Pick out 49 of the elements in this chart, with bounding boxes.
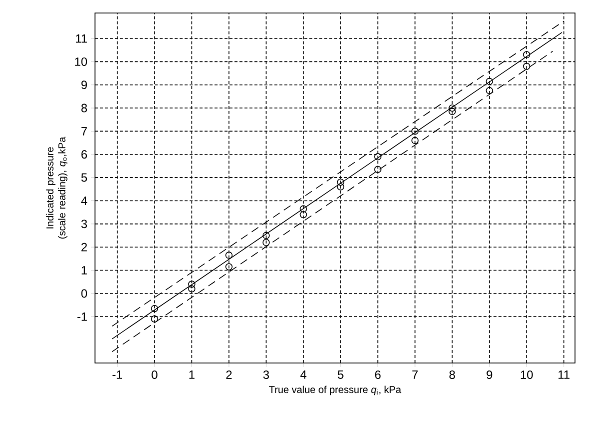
- x-tick-label: 8: [449, 370, 456, 379]
- point: [300, 205, 307, 212]
- x-tick-label: 2: [226, 370, 232, 379]
- point: [262, 238, 270, 246]
- point: [486, 78, 494, 85]
- point: [523, 51, 530, 58]
- point: [411, 136, 419, 144]
- point: [225, 252, 233, 259]
- x-tick-label: 7: [412, 370, 418, 379]
- point: [411, 128, 419, 135]
- x-tick-label: 10: [520, 370, 533, 379]
- y-tick-label: 5: [81, 173, 87, 182]
- x-axis-title: True value of pressure q$_{i}$, kPa: [269, 386, 402, 396]
- x-tick-label: 4: [300, 370, 306, 379]
- point: [336, 183, 344, 190]
- point: [448, 104, 456, 112]
- point: [225, 263, 233, 270]
- point: [486, 87, 494, 94]
- point: [336, 178, 344, 186]
- x-tick-label: 11: [558, 370, 570, 379]
- y-tick-label: 11: [76, 34, 87, 43]
- y-tick-label: 10: [75, 57, 88, 66]
- point: [150, 315, 158, 323]
- point: [262, 232, 270, 240]
- point: [448, 108, 456, 116]
- y-tick-label: 2: [81, 242, 87, 252]
- y-tick-label: 1: [82, 266, 87, 274]
- y-tick-label: 9: [81, 80, 87, 90]
- point: [374, 166, 382, 174]
- x-tick-label: 9: [486, 370, 492, 379]
- point: [523, 62, 530, 70]
- y-tick-label: 8: [81, 104, 87, 112]
- point: [188, 285, 196, 292]
- x-tick-label: 1: [189, 370, 194, 379]
- y-tick-label: 7: [81, 127, 87, 136]
- x-tick-label: 5: [338, 370, 344, 379]
- y-tick-label: -1: [77, 312, 87, 321]
- x-tick-label: 6: [375, 370, 381, 379]
- y-tick-label: 3: [81, 220, 87, 228]
- x-tick-label: 0: [152, 370, 158, 379]
- y-tick-label: 4: [81, 196, 88, 205]
- y-tick-label: 0: [81, 289, 88, 298]
- point: [188, 280, 196, 288]
- x-tick-label: -1: [112, 370, 122, 379]
- point: [374, 153, 382, 160]
- point: [150, 304, 158, 312]
- y-tick-label: 6: [81, 150, 87, 159]
- point: [300, 211, 307, 218]
- x-tick-label: 3: [263, 370, 269, 379]
